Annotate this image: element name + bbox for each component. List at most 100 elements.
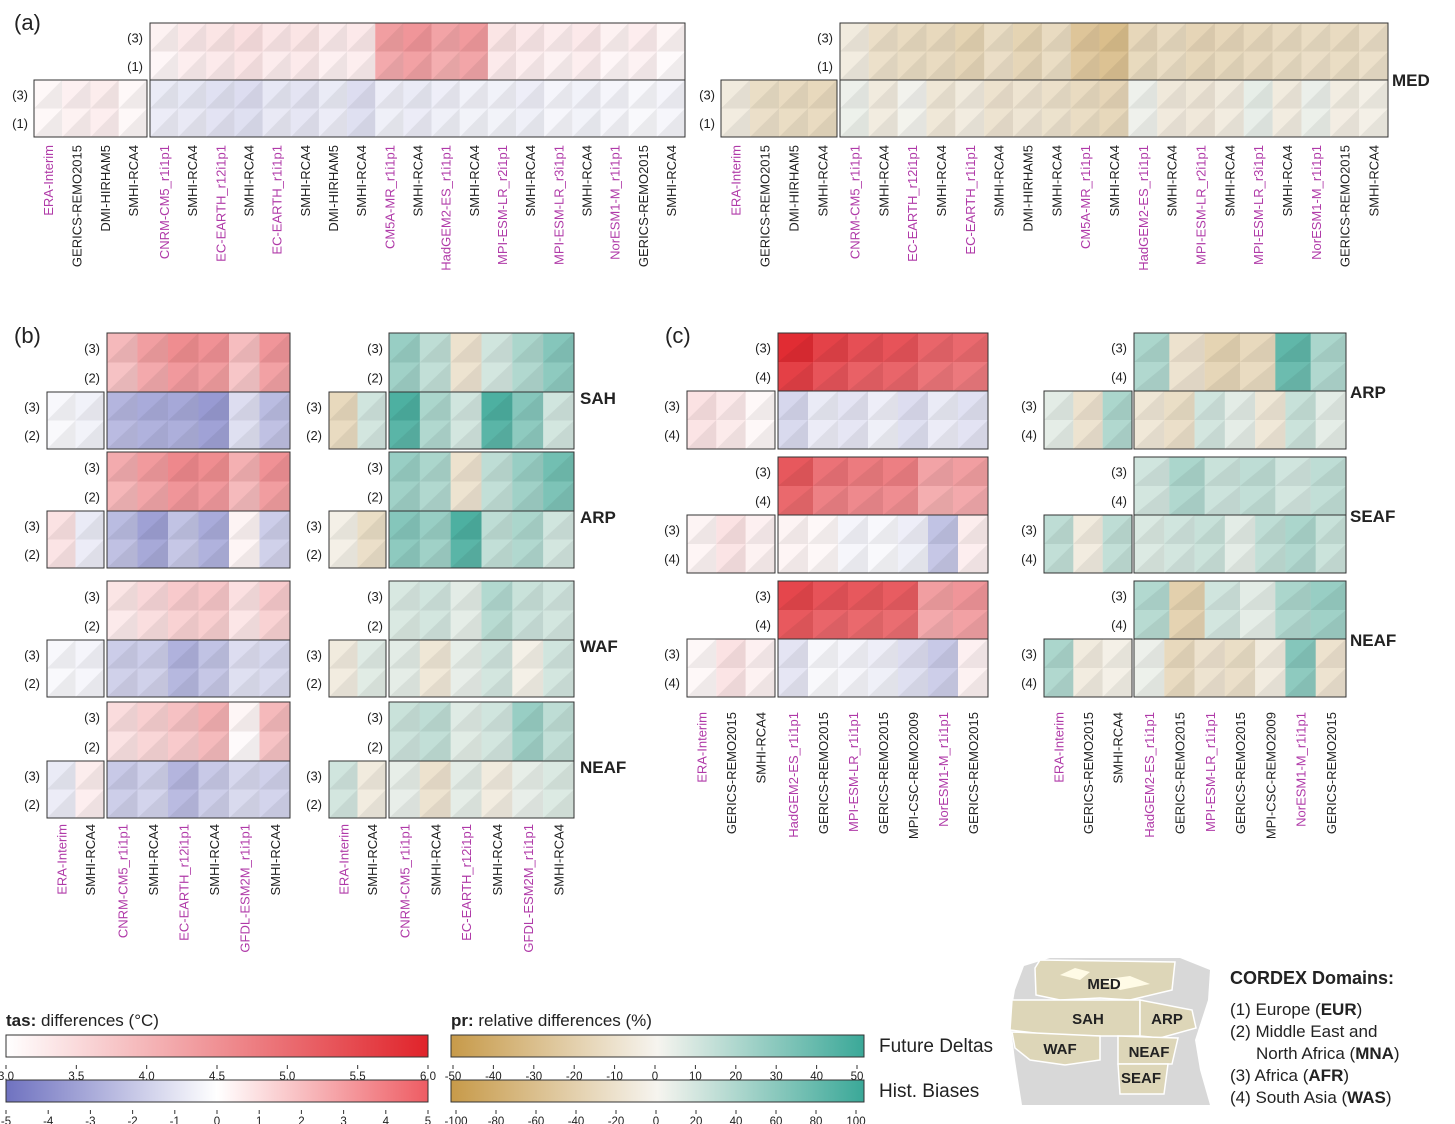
heat-cell-triangle	[750, 80, 779, 109]
map-label-med: MED	[1087, 976, 1121, 993]
heat-cell-triangle	[883, 457, 918, 486]
heat-cell-triangle	[150, 23, 179, 52]
map-sea-patch	[1060, 968, 1090, 980]
heat-cell-triangle	[512, 702, 544, 732]
a-tas-bias-rowlabel-upper: (3)	[12, 87, 28, 102]
heat-cell-triangle	[1164, 515, 1195, 544]
heat-cell-triangle	[808, 515, 838, 544]
a-tas-column-label: SMHI-RCA4	[185, 145, 200, 217]
heat-cell-triangle	[1044, 391, 1074, 420]
heat-cell-triangle	[1134, 362, 1170, 391]
heat-cell-triangle	[1214, 108, 1244, 137]
heat-cell-triangle	[229, 581, 260, 611]
heat-cell-triangle	[808, 544, 838, 573]
heat-block-frame	[106, 510, 291, 569]
heat-cell-triangle	[1285, 639, 1316, 668]
heat-cell-triangle	[1134, 610, 1170, 639]
heat-cell-triangle	[178, 23, 207, 52]
cordex-item-text: (3) Africa (	[1230, 1066, 1309, 1085]
c-tas-column-label: GERICS-REMO2015	[966, 712, 981, 834]
heat-cell-triangle	[898, 391, 928, 420]
heat-cell-triangle	[107, 481, 138, 511]
heat-cell-triangle	[419, 581, 451, 611]
a-pr-bias-rowlabel-lower: (1)	[699, 116, 715, 131]
c-tas-bias-block-neaf	[777, 638, 989, 698]
c-tas-future-block-seaf	[777, 456, 989, 516]
region-label-b-waf: WAF	[580, 637, 618, 656]
a-tas-bias-era-block	[33, 79, 148, 138]
heat-cell-triangle	[229, 333, 260, 363]
heat-cell-triangle	[419, 789, 451, 818]
c-pr-column-label: NorESM1-M_r1i1p1	[1294, 712, 1309, 827]
b-tas-bias-rowlabel-lower: (2)	[24, 797, 40, 812]
heat-cell-triangle	[318, 108, 348, 137]
heat-cell-triangle	[1243, 80, 1273, 109]
heat-cell-triangle	[1044, 420, 1074, 449]
pr-bias-tick-label: -20	[608, 1116, 625, 1124]
cordex-title: CORDEX Domains:	[1230, 968, 1394, 988]
heat-cell-triangle	[1134, 668, 1165, 697]
heat-cell-triangle	[450, 640, 482, 669]
heat-cell-triangle	[389, 789, 420, 818]
c-pr-column-label: GERICS-REMO2015	[1081, 712, 1096, 834]
heat-cell-triangle	[1315, 420, 1346, 449]
heat-block-frame	[1043, 638, 1133, 698]
heat-cell-triangle	[168, 702, 199, 732]
heat-cell-triangle	[984, 108, 1014, 137]
heat-cell-triangle	[481, 581, 513, 611]
heat-cell-triangle	[47, 539, 76, 568]
heat-cell-triangle	[868, 544, 898, 573]
heat-cell-triangle	[198, 392, 229, 421]
heat-cell-triangle	[389, 668, 420, 697]
heat-cell-triangle	[229, 640, 260, 669]
heat-cell-triangle	[848, 581, 883, 610]
heat-cell-triangle	[1275, 610, 1311, 639]
heat-cell-triangle	[543, 640, 574, 669]
heat-cell-triangle	[389, 452, 420, 482]
heat-cell-triangle	[716, 639, 746, 668]
heat-cell-triangle	[450, 452, 482, 482]
heat-cell-triangle	[838, 639, 868, 668]
heat-block-frame	[686, 514, 776, 574]
heat-cell-triangle	[868, 639, 898, 668]
heat-cell-triangle	[137, 668, 168, 697]
heat-cell-triangle	[290, 23, 319, 52]
a-pr-column-label: SMHI-RCA4	[876, 145, 891, 217]
heat-cell-triangle	[1169, 333, 1205, 362]
heat-cell-triangle	[1099, 80, 1129, 109]
heat-cell-triangle	[628, 80, 657, 109]
heat-cell-triangle	[848, 610, 883, 639]
heat-cell-triangle	[543, 420, 574, 449]
heat-cell-triangle	[1240, 486, 1276, 515]
heat-cell-triangle	[450, 702, 482, 732]
pr-bias-tick-label: 100	[846, 1116, 865, 1124]
tas-legend-title: tas: differences (°C)	[6, 1011, 159, 1030]
c-pr-column-label: GERICS-REMO2015	[1233, 712, 1248, 834]
a-tas-column-label: SMHI-RCA4	[354, 145, 369, 217]
heat-cell-triangle	[1134, 486, 1170, 515]
pr-bias-tick-label: 20	[690, 1116, 703, 1124]
heat-cell-triangle	[1315, 544, 1346, 573]
heat-cell-triangle	[419, 481, 451, 511]
cordex-item-text: North Africa (	[1256, 1044, 1356, 1063]
heat-cell-triangle	[955, 80, 985, 109]
heat-cell-triangle	[137, 362, 168, 392]
heat-cell-triangle	[357, 761, 386, 790]
heat-cell-triangle	[168, 420, 199, 449]
a-tas-future-block	[149, 22, 686, 81]
heat-cell-triangle	[868, 51, 898, 80]
heat-cell-triangle	[262, 80, 291, 109]
heat-cell-triangle	[544, 23, 573, 52]
heat-cell-triangle	[1102, 420, 1132, 449]
heat-cell-triangle	[137, 333, 168, 363]
heat-cell-triangle	[1073, 420, 1103, 449]
heat-cell-triangle	[1255, 420, 1286, 449]
heat-cell-triangle	[928, 639, 958, 668]
cordex-domains-list: CORDEX Domains: (1) Europe (EUR) (2) Middl…	[1230, 968, 1400, 1107]
tas-bias-tick-label: -3	[85, 1116, 95, 1124]
cordex-item-text: (4) South Asia (	[1230, 1088, 1348, 1107]
b-pr-bias-block-arp	[388, 510, 575, 569]
heat-cell-triangle	[259, 539, 290, 568]
heat-cell-triangle	[1255, 544, 1286, 573]
b-pr-column-label: SMHI-RCA4	[552, 824, 567, 896]
